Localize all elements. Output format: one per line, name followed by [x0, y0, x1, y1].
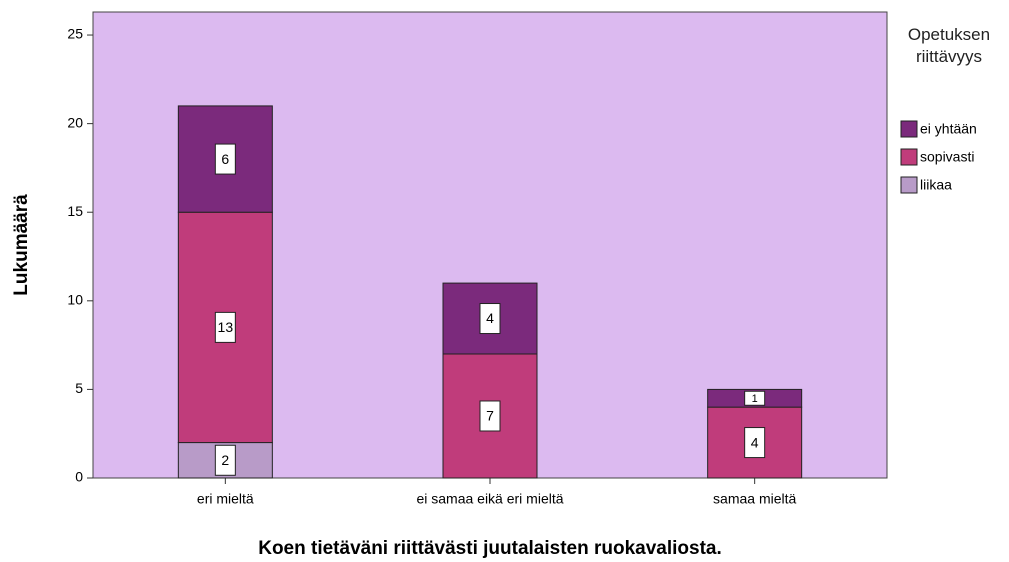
- legend-title: Opetuksen riittävyys: [907, 25, 991, 66]
- x-tick-label: eri mieltä: [197, 491, 254, 507]
- legend-label: liikaa: [920, 177, 952, 193]
- data-label-box: [214, 444, 236, 476]
- data-label: 13: [218, 319, 234, 335]
- y-tick-label: 20: [67, 114, 83, 130]
- legend-label: ei yhtään: [920, 121, 977, 137]
- legend-swatch: [900, 176, 918, 194]
- x-axis-title: Koen tietäväni riittävästi juutalaisten …: [258, 538, 722, 559]
- y-tick-label: 25: [67, 26, 83, 42]
- legend-swatch: [900, 120, 918, 138]
- data-label: 4: [486, 310, 494, 326]
- y-tick-label: 0: [75, 469, 83, 485]
- legend-label: sopivasti: [920, 149, 974, 165]
- data-label: 1: [752, 393, 758, 405]
- data-label-box: [744, 427, 766, 459]
- y-tick-label: 5: [75, 380, 83, 396]
- data-label-box: [214, 311, 236, 343]
- data-label: 7: [486, 408, 494, 424]
- data-label-box: [214, 143, 236, 175]
- data-label: 6: [221, 151, 229, 167]
- data-label-box: [479, 303, 501, 335]
- data-label-box: [479, 400, 501, 432]
- x-tick-label: samaa mieltä: [713, 491, 796, 507]
- y-axis-title: Lukumäärä: [11, 194, 32, 296]
- data-label: 4: [751, 434, 759, 450]
- data-label: 2: [221, 452, 229, 468]
- data-label-box: [744, 390, 766, 406]
- y-tick-label: 15: [67, 203, 83, 219]
- y-tick-label: 10: [67, 292, 83, 308]
- x-tick-label: ei samaa eikä eri mieltä: [416, 491, 563, 507]
- legend-swatch: [900, 148, 918, 166]
